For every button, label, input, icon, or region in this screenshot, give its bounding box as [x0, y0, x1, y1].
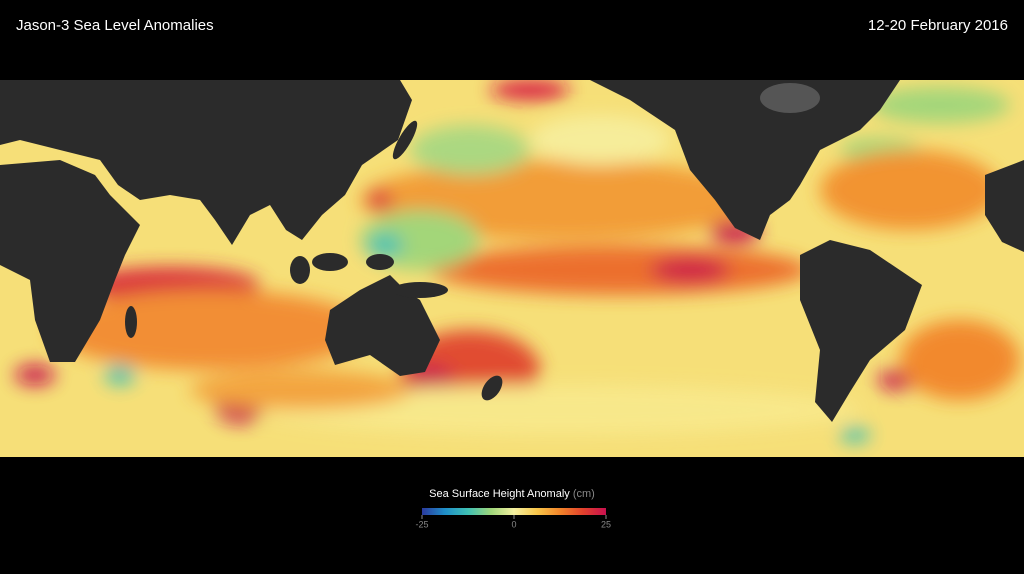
map	[0, 80, 1024, 457]
legend-title: Sea Surface Height Anomaly (cm)	[429, 488, 595, 500]
colorbar-tick-label: 25	[601, 519, 611, 529]
title: Jason-3 Sea Level Anomalies	[16, 17, 214, 34]
date: 12-20 February 2016	[868, 17, 1008, 34]
legend-label: Sea Surface Height Anomaly	[429, 488, 570, 500]
legend-unit: (cm)	[573, 488, 595, 500]
colorbar-tick-label: -25	[415, 519, 428, 529]
colorbar	[422, 508, 606, 515]
colorbar-tick-label: 0	[511, 519, 516, 529]
